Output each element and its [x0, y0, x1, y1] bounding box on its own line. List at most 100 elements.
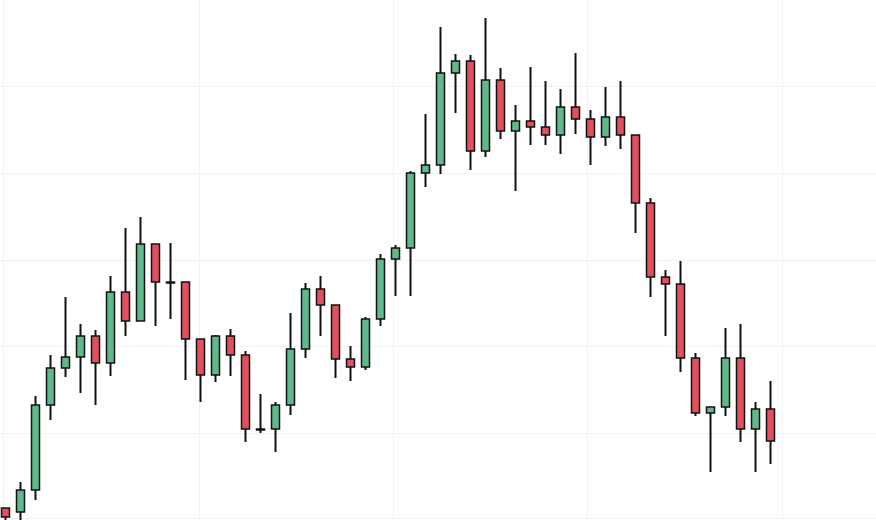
candle-bullish: [390, 245, 401, 296]
candle-body: [690, 357, 701, 414]
candle-body: [450, 60, 461, 74]
candle-body: [570, 106, 581, 120]
candle-body: [165, 281, 176, 284]
candle-body: [720, 357, 731, 408]
candle-body: [210, 335, 221, 376]
candle-bullish: [375, 254, 386, 326]
candle-body: [675, 283, 686, 359]
candle-body: [0, 507, 11, 518]
candle-body: [105, 291, 116, 364]
candle-bearish: [585, 110, 596, 165]
candle-body: [750, 408, 761, 430]
candle-body: [555, 106, 566, 136]
candle-body: [150, 243, 161, 283]
candle-body: [120, 291, 131, 322]
candle-bullish: [270, 402, 281, 452]
candle-bullish: [300, 283, 311, 358]
candle-bullish: [15, 482, 26, 520]
candle-bullish: [420, 114, 431, 187]
candle-body: [345, 358, 356, 368]
candle-bullish: [105, 276, 116, 376]
candle-body: [180, 281, 191, 340]
candle-body: [465, 60, 476, 152]
candle-bullish: [30, 396, 41, 500]
candle-bearish: [225, 329, 236, 376]
candle-bearish: [195, 338, 206, 402]
candle-bearish: [735, 324, 746, 442]
candle-bearish: [120, 228, 131, 336]
candle-bullish: [405, 171, 416, 296]
candle-body: [480, 79, 491, 152]
candle-bullish: [75, 324, 86, 393]
candle-body: [420, 164, 431, 174]
candles: [0, 18, 776, 520]
candle-bearish: [465, 55, 476, 170]
candle-bearish: [630, 134, 641, 233]
candle-bearish: [345, 346, 356, 381]
candle-bearish: [645, 198, 656, 297]
candle-bearish: [660, 270, 671, 336]
candle-bearish: [765, 381, 776, 464]
candle-bearish: [570, 53, 581, 134]
candle-body: [765, 408, 776, 442]
candle-bullish: [555, 89, 566, 154]
candle-bullish: [705, 406, 716, 472]
candle-body: [705, 406, 716, 414]
candle-bullish: [360, 317, 371, 370]
candle-bullish: [750, 402, 761, 472]
candle-bullish: [285, 313, 296, 415]
candle-bullish: [480, 18, 491, 157]
candle-body: [585, 118, 596, 138]
candle-body: [60, 356, 71, 369]
candle-body: [405, 172, 416, 249]
candle-bearish: [525, 67, 536, 145]
candle-body: [615, 116, 626, 136]
candle-body: [195, 338, 206, 376]
candle-bearish: [690, 353, 701, 416]
candle-bullish: [600, 87, 611, 146]
candle-body: [45, 367, 56, 406]
candle-body: [75, 335, 86, 358]
candle-body: [525, 120, 536, 128]
candle-body: [225, 335, 236, 356]
candle-body: [30, 404, 41, 491]
candle-body: [645, 202, 656, 278]
candle-bearish: [180, 281, 191, 380]
candle-bearish: [315, 276, 326, 336]
candle-bullish: [450, 54, 461, 113]
candle-body: [255, 428, 266, 431]
candle-body: [300, 288, 311, 350]
candle-body: [360, 318, 371, 368]
candle-body: [240, 354, 251, 430]
candle-body: [90, 335, 101, 364]
candle-bullish: [60, 297, 71, 377]
candle-bullish: [45, 355, 56, 420]
candle-bullish: [135, 217, 146, 322]
candle-bearish: [240, 351, 251, 442]
candle-bearish: [0, 507, 11, 520]
candle-bearish: [615, 81, 626, 149]
candle-body: [315, 288, 326, 306]
candle-body: [600, 116, 611, 138]
candle-bearish: [330, 304, 341, 378]
candle-body: [510, 120, 521, 132]
candle-body: [285, 348, 296, 406]
candle-bearish: [495, 68, 506, 139]
candle-bearish: [540, 81, 551, 145]
candle-body: [15, 489, 26, 513]
candle-body: [330, 304, 341, 360]
candle-body: [660, 276, 671, 285]
candle-body: [735, 357, 746, 430]
candle-body: [270, 404, 281, 430]
candle-body: [375, 258, 386, 320]
candle-body: [630, 134, 641, 204]
candle-bearish: [90, 330, 101, 405]
candle-bearish: [150, 243, 161, 326]
candle-bearish: [675, 261, 686, 372]
candle-bullish: [510, 105, 521, 191]
candle-body: [540, 126, 551, 136]
candle-bullish: [435, 27, 446, 174]
